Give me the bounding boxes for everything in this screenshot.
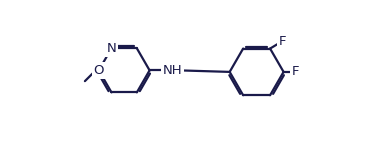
Text: F: F bbox=[292, 65, 300, 78]
Text: NH: NH bbox=[163, 64, 182, 77]
Text: N: N bbox=[107, 42, 116, 55]
Text: O: O bbox=[94, 64, 104, 77]
Text: F: F bbox=[279, 35, 286, 48]
